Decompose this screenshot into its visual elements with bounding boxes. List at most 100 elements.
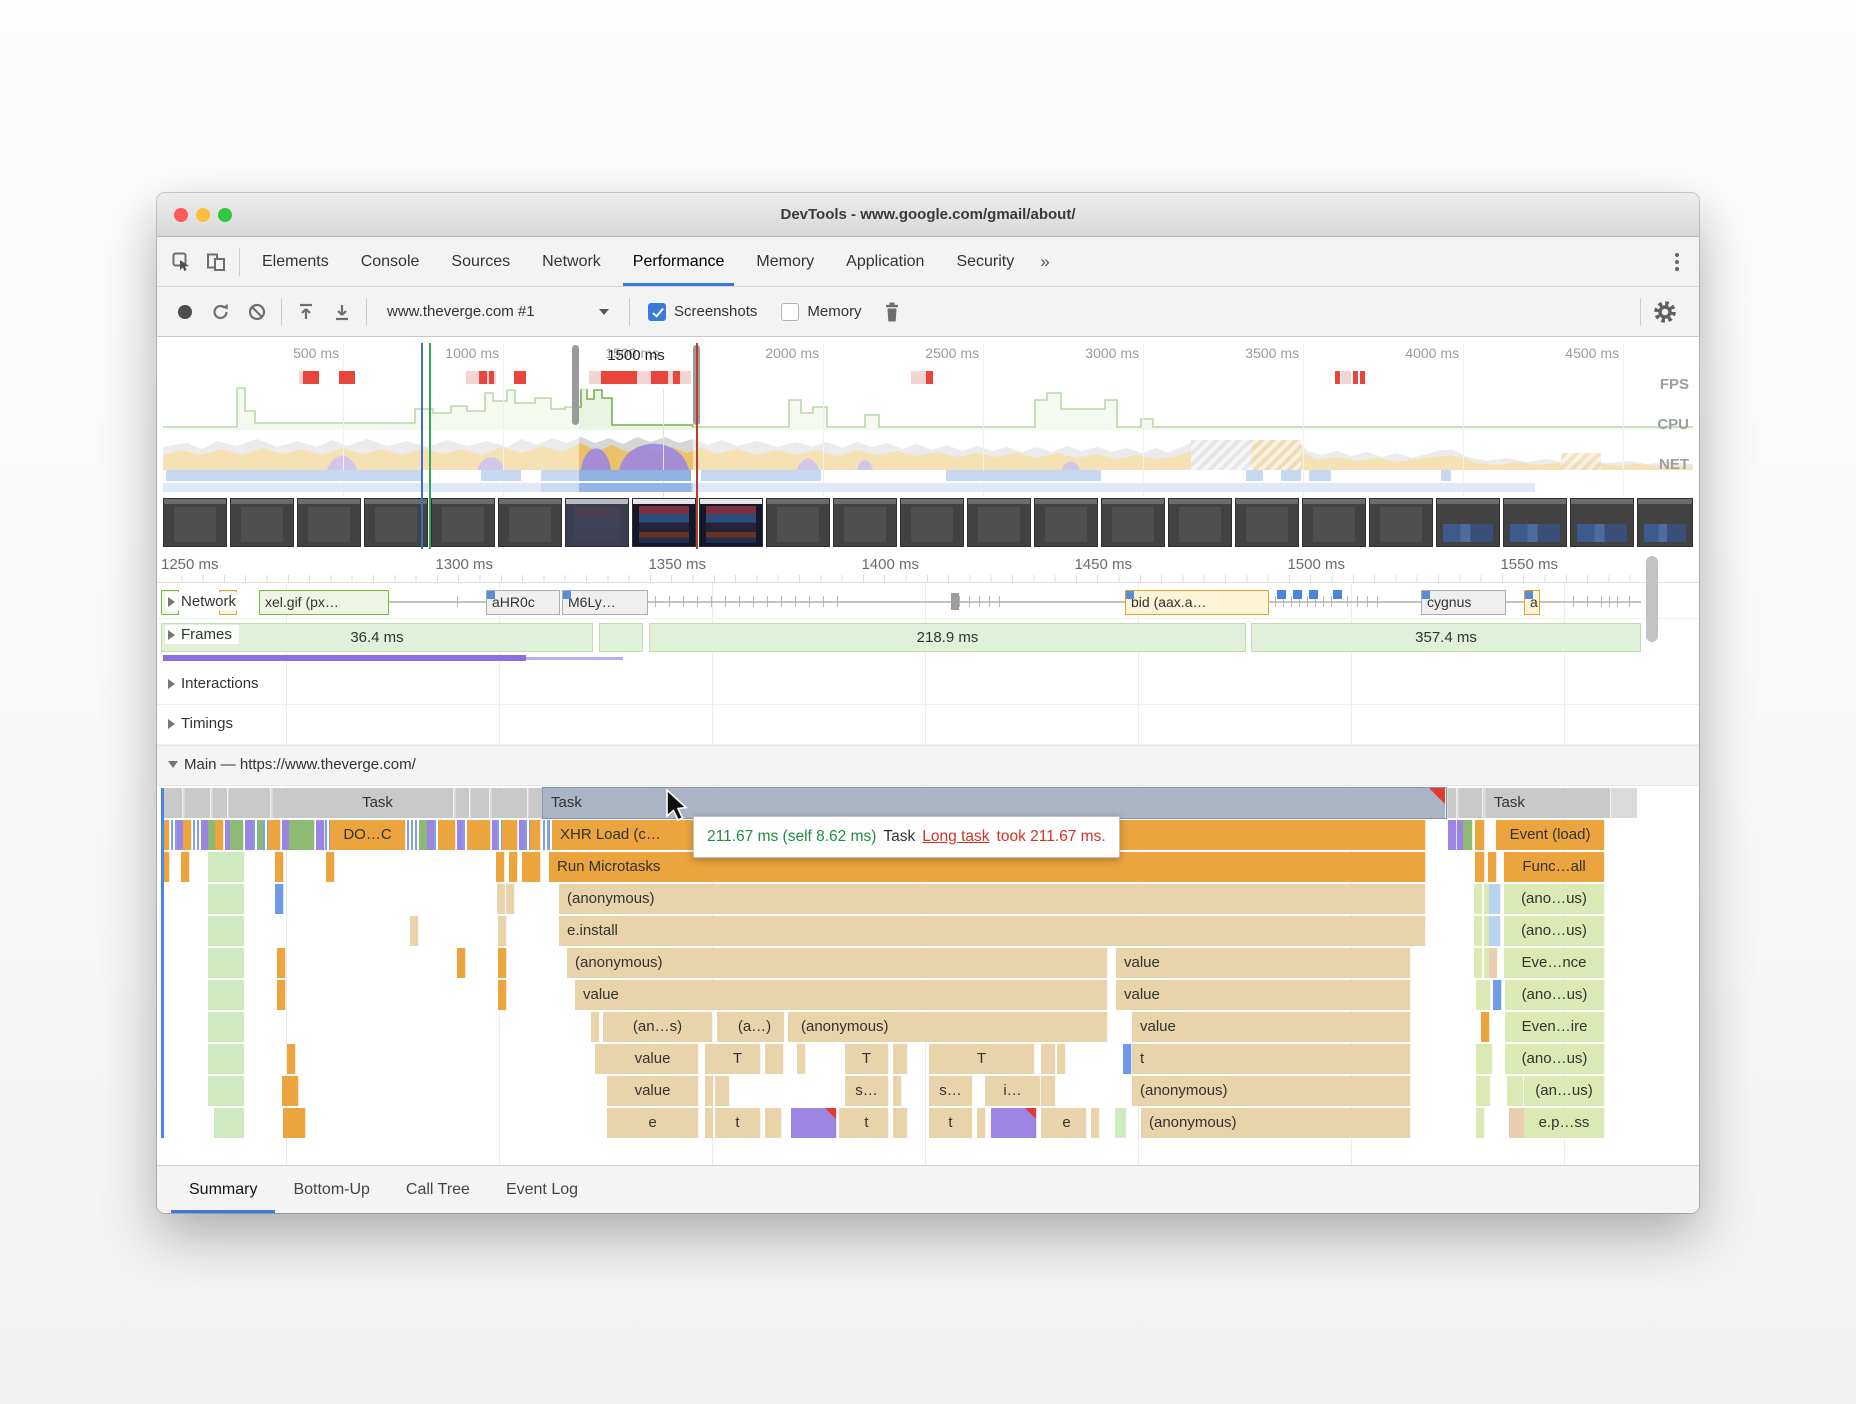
flame-segment[interactable] bbox=[219, 788, 228, 818]
flame-bar[interactable]: (anonymous) bbox=[1141, 1108, 1411, 1138]
network-request-chip[interactable]: xel.gif (px… bbox=[259, 590, 389, 615]
frames-track-toggle[interactable]: Frames bbox=[165, 625, 239, 644]
flame-bar[interactable]: (a…) bbox=[725, 1012, 785, 1042]
tab-elements[interactable]: Elements bbox=[262, 252, 329, 270]
network-request-chip[interactable]: bid (aax.a… bbox=[1125, 590, 1269, 615]
main-thread-header[interactable]: Main — https://www.theverge.com/ bbox=[157, 745, 1699, 786]
flame-segment[interactable] bbox=[457, 948, 466, 978]
flame-bar[interactable]: (anonymous) bbox=[793, 1012, 1108, 1042]
filmstrip-screenshot[interactable] bbox=[1034, 498, 1098, 547]
flame-segment[interactable] bbox=[208, 980, 245, 1010]
close-window-button[interactable] bbox=[174, 208, 188, 222]
network-request-chip[interactable]: cygnus bbox=[1421, 590, 1506, 615]
filmstrip-screenshot[interactable] bbox=[1637, 498, 1693, 547]
flame-segment[interactable] bbox=[1481, 1012, 1490, 1042]
flame-segment[interactable] bbox=[208, 884, 245, 914]
flame-segment[interactable] bbox=[1475, 852, 1485, 882]
flame-segment[interactable] bbox=[275, 884, 284, 914]
flame-segment[interactable] bbox=[1488, 852, 1497, 882]
filmstrip-screenshot[interactable] bbox=[1369, 498, 1433, 547]
devtools-menu-icon[interactable] bbox=[1669, 247, 1685, 277]
filmstrip-screenshot[interactable] bbox=[1101, 498, 1165, 547]
flame-segment[interactable] bbox=[208, 948, 245, 978]
flame-segment[interactable] bbox=[1463, 820, 1473, 850]
flame-bar[interactable]: e.p…ss bbox=[1524, 1108, 1605, 1138]
inspect-element-icon[interactable] bbox=[165, 245, 199, 279]
tab-performance[interactable]: Performance bbox=[617, 237, 741, 286]
flame-segment[interactable] bbox=[1115, 1108, 1127, 1138]
memory-checkbox[interactable]: Memory bbox=[769, 302, 873, 321]
flame-segment[interactable] bbox=[721, 1076, 730, 1106]
main-thread-toggle[interactable]: Main — https://www.theverge.com/ bbox=[165, 755, 423, 774]
flame-bar[interactable]: value bbox=[607, 1076, 699, 1106]
flame-segment[interactable] bbox=[277, 980, 286, 1010]
save-profile-icon[interactable] bbox=[324, 294, 360, 330]
tab-security[interactable]: Security bbox=[956, 252, 1015, 270]
filmstrip-screenshot[interactable] bbox=[498, 498, 562, 547]
flame-bar[interactable]: t bbox=[929, 1108, 973, 1138]
flame-segment[interactable] bbox=[1484, 1044, 1493, 1074]
flame-segment[interactable] bbox=[326, 852, 335, 882]
trash-icon[interactable] bbox=[874, 294, 910, 330]
flame-bar[interactable]: value bbox=[575, 980, 1108, 1010]
flame-bar[interactable]: value bbox=[1116, 980, 1411, 1010]
filmstrip-screenshot[interactable] bbox=[1503, 498, 1567, 547]
load-profile-icon[interactable] bbox=[288, 294, 324, 330]
flame-segment[interactable] bbox=[496, 852, 505, 882]
flame-segment[interactable] bbox=[1474, 948, 1483, 978]
checkbox-unchecked-icon[interactable] bbox=[781, 302, 800, 321]
filmstrip-screenshot[interactable] bbox=[1436, 498, 1500, 547]
flame-bar[interactable]: (anonymous) bbox=[567, 948, 1108, 978]
flame-segment[interactable] bbox=[1467, 788, 1483, 818]
flame-segment[interactable] bbox=[467, 820, 491, 850]
flame-bar[interactable]: T bbox=[845, 1044, 889, 1074]
network-request-chip[interactable]: M6Ly… bbox=[562, 590, 648, 615]
flame-segment[interactable] bbox=[208, 916, 245, 946]
flame-segment[interactable] bbox=[215, 820, 224, 850]
flame-segment[interactable] bbox=[208, 1076, 245, 1106]
minimize-window-button[interactable] bbox=[196, 208, 210, 222]
long-task-link[interactable]: Long task bbox=[922, 828, 990, 845]
device-toolbar-icon[interactable] bbox=[199, 245, 233, 279]
flame-segment[interactable] bbox=[502, 820, 518, 850]
flame-bar[interactable]: DO…C bbox=[330, 820, 406, 850]
flame-bar[interactable]: e bbox=[1047, 1108, 1087, 1138]
flame-segment[interactable] bbox=[1047, 1044, 1056, 1074]
flame-bar[interactable]: Event (load) bbox=[1496, 820, 1605, 850]
flame-bar[interactable]: (anonymous) bbox=[559, 884, 1426, 914]
frame-cell[interactable] bbox=[599, 623, 643, 652]
flame-segment[interactable] bbox=[277, 948, 286, 978]
flame-segment[interactable] bbox=[1489, 916, 1501, 946]
network-track-row[interactable] bbox=[157, 584, 1699, 619]
filmstrip-screenshot[interactable] bbox=[1235, 498, 1299, 547]
flame-segment[interactable] bbox=[991, 1108, 1037, 1138]
filmstrip-screenshot[interactable] bbox=[1570, 498, 1634, 547]
filmstrip-screenshot[interactable] bbox=[1302, 498, 1366, 547]
flame-segment[interactable] bbox=[1474, 884, 1483, 914]
flame-segment[interactable] bbox=[316, 820, 325, 850]
network-request-chip[interactable]: a bbox=[1524, 590, 1540, 615]
flame-bar[interactable]: s… bbox=[929, 1076, 973, 1106]
flame-bar[interactable]: Eve…nce bbox=[1504, 948, 1605, 978]
flame-bar[interactable]: Task bbox=[302, 788, 454, 818]
filmstrip-screenshot[interactable] bbox=[431, 498, 495, 547]
flame-bar[interactable]: t bbox=[715, 1108, 761, 1138]
flame-segment[interactable] bbox=[899, 1108, 908, 1138]
flame-bar[interactable]: value bbox=[1116, 948, 1411, 978]
filmstrip-screenshot[interactable] bbox=[297, 498, 361, 547]
flame-segment[interactable] bbox=[297, 1108, 306, 1138]
timings-track-row[interactable] bbox=[157, 705, 1699, 745]
interactions-track-toggle[interactable]: Interactions bbox=[165, 674, 266, 693]
reload-and-profile-icon[interactable] bbox=[203, 294, 239, 330]
flame-segment[interactable] bbox=[506, 884, 515, 914]
flame-bar[interactable]: Even…ire bbox=[1505, 1012, 1605, 1042]
flame-segment[interactable] bbox=[773, 1108, 782, 1138]
flame-segment[interactable] bbox=[519, 788, 528, 818]
flame-segment[interactable] bbox=[530, 820, 541, 850]
filmstrip-screenshot[interactable] bbox=[833, 498, 897, 547]
flame-segment[interactable] bbox=[161, 820, 170, 850]
flame-bar[interactable]: (anonymous) bbox=[1132, 1076, 1411, 1106]
filmstrip-screenshot[interactable] bbox=[699, 498, 763, 547]
flame-segment[interactable] bbox=[438, 820, 456, 850]
flame-segment[interactable] bbox=[208, 1012, 245, 1042]
